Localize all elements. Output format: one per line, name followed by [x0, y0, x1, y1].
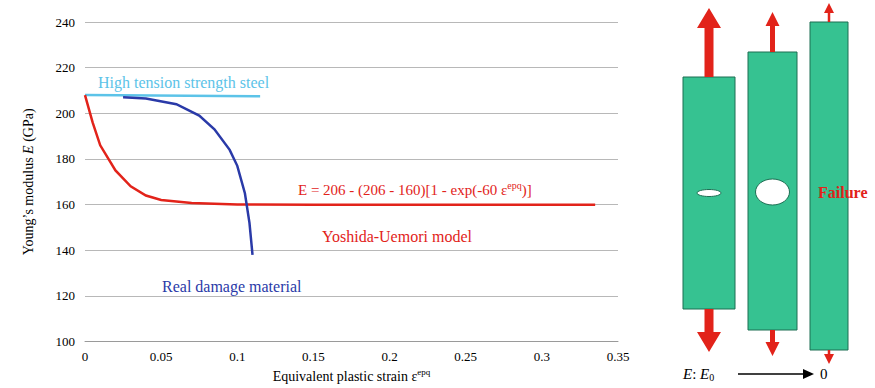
svg-text:0: 0	[709, 372, 714, 383]
svg-text:)]: )]	[522, 182, 532, 199]
svg-text:epq: epq	[507, 180, 521, 191]
svg-text:Young’s modulus: Young’s modulus	[21, 154, 36, 255]
svg-text:0.15: 0.15	[302, 349, 325, 364]
svg-text:0: 0	[82, 349, 89, 364]
svg-text:0.25: 0.25	[454, 349, 477, 364]
svg-text:0.1: 0.1	[229, 349, 245, 364]
svg-text:(GPa): (GPa)	[21, 108, 37, 145]
svg-text:100: 100	[56, 334, 76, 349]
svg-text:0.35: 0.35	[607, 349, 630, 364]
svg-text:180: 180	[56, 151, 76, 166]
svg-text:Failure: Failure	[818, 184, 867, 201]
svg-text:E: E	[682, 366, 692, 382]
svg-text:140: 140	[56, 243, 76, 258]
svg-text:120: 120	[56, 288, 76, 303]
svg-text:E: E	[21, 145, 36, 155]
svg-text:0: 0	[820, 366, 828, 382]
svg-text:220: 220	[56, 60, 76, 75]
svg-text:E: E	[699, 366, 709, 382]
svg-text::: :	[692, 366, 700, 382]
svg-text:240: 240	[56, 15, 76, 30]
svg-text:0.2: 0.2	[381, 349, 397, 364]
svg-text:Equivalent plastic strain ε: Equivalent plastic strain ε	[273, 369, 418, 384]
svg-text:0.05: 0.05	[150, 349, 173, 364]
svg-text:High tension strength steel: High tension strength steel	[98, 74, 270, 92]
svg-text:160: 160	[56, 197, 76, 212]
svg-text:0.3: 0.3	[534, 349, 550, 364]
svg-text:Real damage material: Real damage material	[162, 278, 302, 296]
svg-text:E = 206 - (206 - 160)[1 - exp(: E = 206 - (206 - 160)[1 - exp(-60 ε	[298, 182, 507, 199]
svg-text:epq: epq	[417, 367, 430, 377]
svg-text:Yoshida-Uemori model: Yoshida-Uemori model	[322, 228, 472, 245]
svg-text:200: 200	[56, 106, 76, 121]
